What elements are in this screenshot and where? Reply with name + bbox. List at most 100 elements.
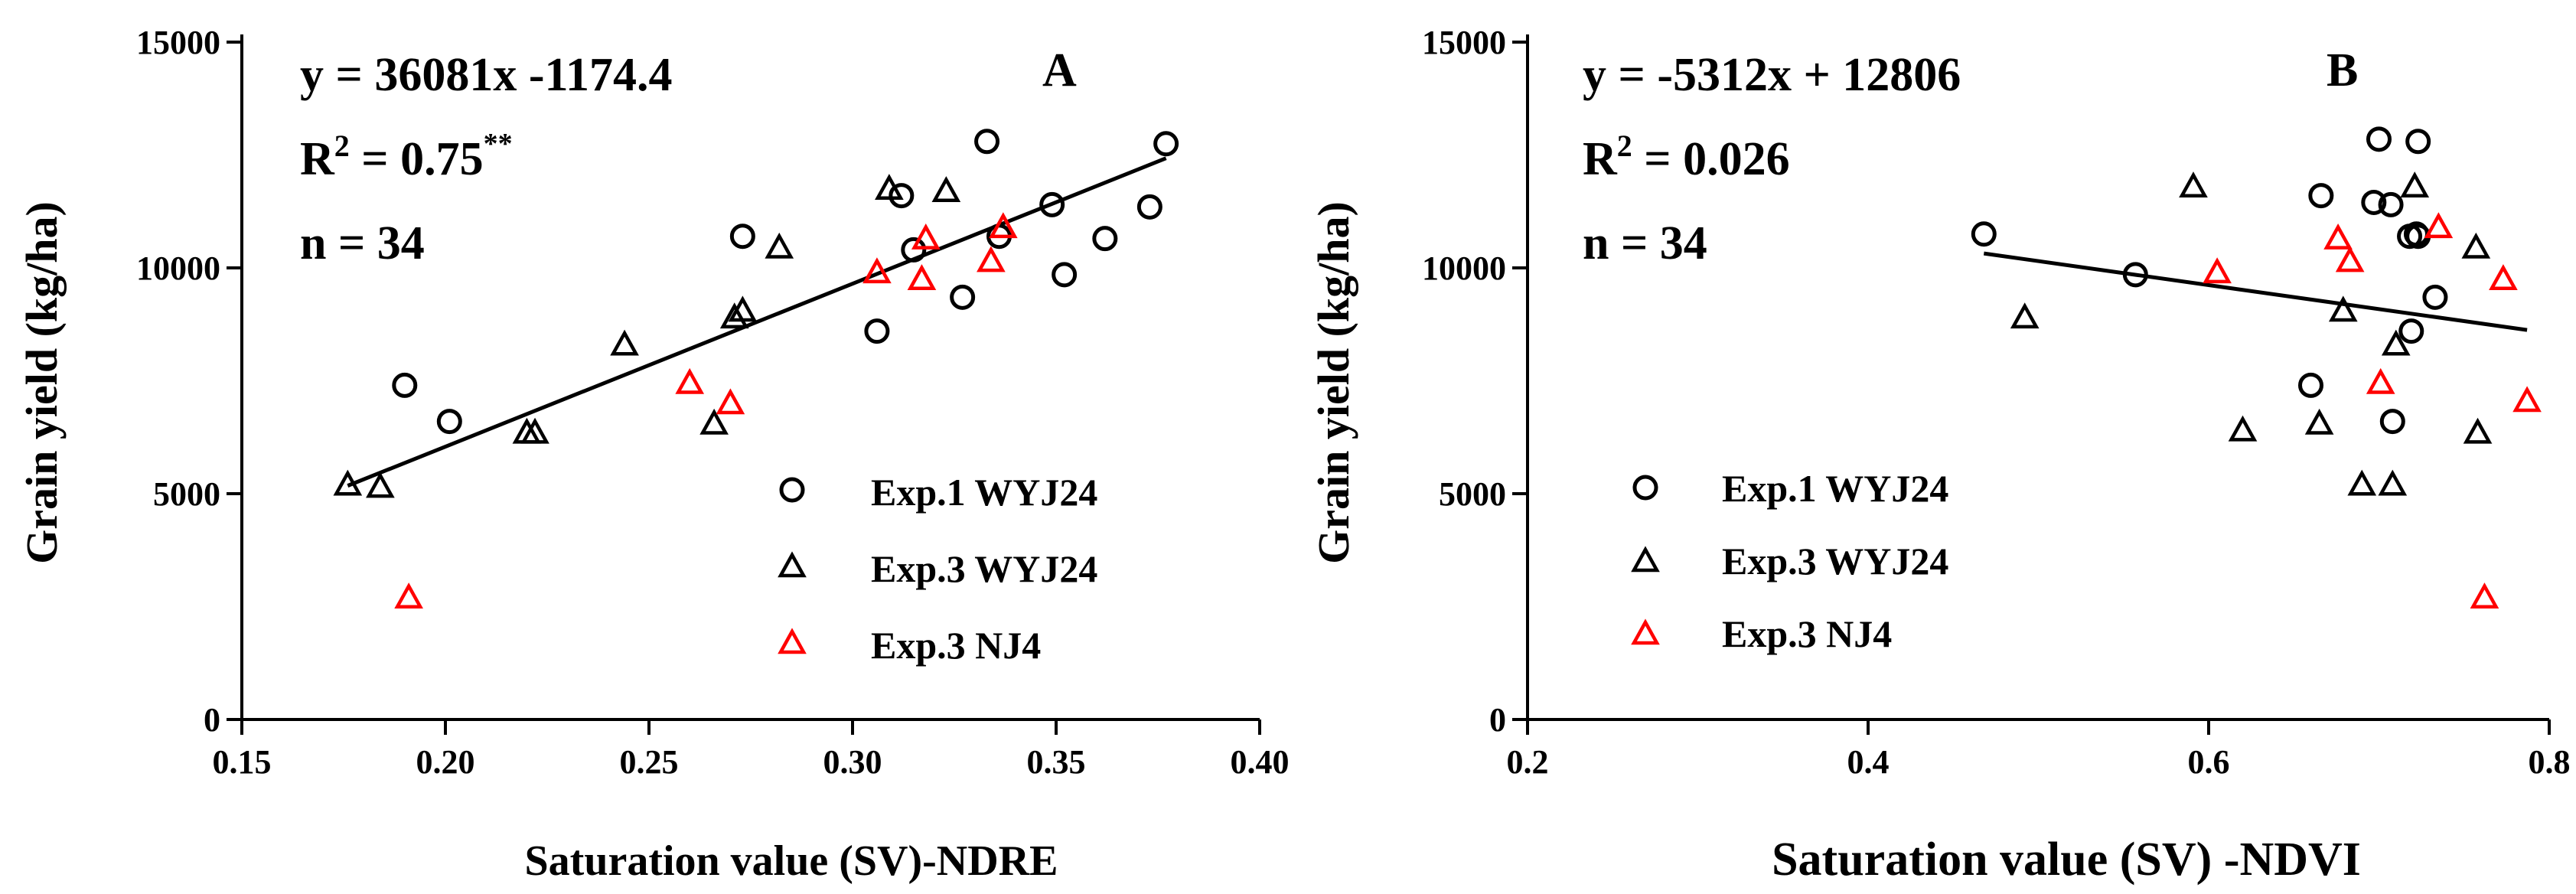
panel-b-legend-marker-3 — [1631, 618, 1660, 645]
panel-b-x-tick-labels: 0.2 0.4 0.6 0.8 — [1507, 743, 2571, 781]
panel-b-series-2 — [2010, 171, 2493, 496]
panel-a-x-tick-labels: 0.15 0.20 0.25 0.30 0.35 0.40 — [213, 743, 1290, 781]
data-point — [2010, 302, 2040, 329]
panel-b-y-tick-labels: 0 5000 10000 15000 — [1422, 24, 1506, 739]
panel-b-y-axis-label: Grain yield (kg/ha) — [1309, 201, 1358, 564]
data-point — [2379, 409, 2405, 435]
data-point — [2378, 191, 2404, 217]
panel-a-equation: y = 36081x -1174.4 — [300, 49, 673, 101]
data-point — [974, 129, 1000, 155]
data-point — [2335, 246, 2365, 272]
panel-b-x-tick-label: 0.4 — [1847, 743, 1890, 781]
data-point — [2470, 582, 2499, 609]
data-point — [889, 183, 915, 209]
panel-a-y-tick-label: 15000 — [136, 24, 220, 61]
panel-a-x-tick-label: 0.35 — [1027, 743, 1086, 781]
panel-b-x-tick-label: 0.2 — [1507, 743, 1549, 781]
data-point — [931, 176, 961, 202]
panel-a-y-tick-labels: 0 5000 10000 15000 — [136, 24, 220, 739]
panel-a-r-squared: R2 = 0.75** — [300, 128, 513, 185]
data-point — [862, 257, 892, 284]
panel-a-regression-line — [347, 156, 1167, 488]
data-point — [1136, 194, 1162, 220]
data-point — [2461, 232, 2491, 259]
panel-b-legend-marker-2 — [1631, 546, 1660, 573]
panel-b-legend-label-3: Exp.3 NJ4 — [1722, 612, 1892, 655]
panel-b-legend: Exp.1 WYJ24 Exp.3 WYJ24 Exp.3 NJ4 — [1631, 467, 1948, 655]
data-point — [675, 367, 705, 394]
panel-a: 0.15 0.20 0.25 0.30 0.35 0.40 0 5000 10000 15000… — [17, 24, 1290, 885]
panel-a-r-letter: R — [300, 133, 335, 185]
panel-a-x-axis-label: Saturation value (SV)-NDRE — [525, 837, 1058, 885]
data-point — [1052, 262, 1078, 288]
panel-b-legend-label-2: Exp.3 WYJ24 — [1722, 540, 1948, 582]
data-point — [2400, 171, 2430, 198]
data-point — [2328, 295, 2358, 322]
panel-a-fit — [347, 156, 1167, 488]
panel-a-x-tick-label: 0.20 — [416, 743, 475, 781]
data-point — [901, 237, 927, 263]
panel-a-series-1 — [392, 129, 1179, 435]
data-point — [2323, 224, 2353, 250]
data-point — [2366, 367, 2395, 394]
panel-b-legend-label-1: Exp.1 WYJ24 — [1722, 467, 1948, 510]
panel-b-points — [1971, 126, 2542, 609]
panel-a-legend-label-2: Exp.3 WYJ24 — [871, 547, 1097, 590]
panel-a-legend-label-1: Exp.1 WYJ24 — [871, 471, 1097, 514]
data-point — [719, 302, 749, 329]
panel-a-x-tick-label: 0.30 — [823, 743, 882, 781]
data-point — [2463, 417, 2493, 444]
data-point — [2378, 469, 2408, 496]
data-point — [394, 582, 423, 609]
panel-a-axes — [227, 34, 1261, 735]
panel-b-r-value: = 0.026 — [1632, 133, 1790, 185]
panel-a-r-sup: 2 — [334, 129, 350, 163]
data-point — [977, 246, 1006, 272]
panel-b-y-tick-label: 15000 — [1422, 24, 1506, 61]
panel-a-y-tick-label: 0 — [204, 701, 220, 739]
panel-a-tag: A — [1042, 44, 1077, 96]
data-point — [2308, 183, 2334, 209]
panel-b-equation: y = -5312x + 12806 — [1583, 49, 1961, 101]
data-point — [1039, 191, 1065, 217]
panel-b-r-squared: R2 = 0.026 — [1583, 129, 1790, 185]
data-point — [2179, 171, 2208, 198]
data-point — [950, 284, 976, 310]
panel-a-legend-marker-1 — [779, 477, 805, 503]
data-point — [716, 388, 745, 415]
data-point — [2489, 264, 2518, 290]
panel-a-r-value: = 0.75 — [350, 133, 484, 185]
panel-a-points — [333, 129, 1179, 609]
data-point — [436, 409, 462, 435]
panel-b-tag: B — [2327, 44, 2358, 96]
panel-a-legend-marker-2 — [778, 551, 807, 578]
data-point — [989, 212, 1018, 239]
data-point — [2228, 415, 2258, 442]
panel-a-y-tick-label: 5000 — [153, 475, 220, 513]
panel-b-r-letter: R — [1583, 133, 1618, 185]
panel-a-significance: ** — [484, 128, 513, 160]
data-point — [2298, 372, 2323, 398]
data-point — [333, 469, 363, 496]
panel-b-x-axis-label: Saturation value (SV) -NDVI — [1772, 834, 2361, 886]
data-point — [2381, 329, 2411, 356]
data-point — [911, 224, 941, 250]
data-point — [728, 295, 758, 322]
data-point — [392, 372, 418, 398]
data-point — [2398, 318, 2424, 344]
data-point — [2512, 386, 2542, 413]
data-point — [1092, 226, 1118, 252]
panel-a-x-tick-label: 0.25 — [620, 743, 679, 781]
panel-a-x-tick-label: 0.40 — [1231, 743, 1290, 781]
panel-b-fit — [1983, 251, 2528, 332]
panel-a-series-3 — [394, 212, 1018, 609]
data-point — [864, 318, 890, 344]
panel-b-y-tick-label: 10000 — [1422, 250, 1506, 287]
data-point — [1153, 131, 1179, 157]
panel-b-series-1 — [1971, 126, 2448, 435]
panel-a-legend: Exp.1 WYJ24 Exp.3 WYJ24 Exp.3 NJ4 — [778, 471, 1097, 667]
data-point — [875, 174, 904, 200]
panel-b-legend-marker-1 — [1632, 475, 1658, 501]
panel-a-legend-label-3: Exp.3 NJ4 — [871, 624, 1041, 667]
